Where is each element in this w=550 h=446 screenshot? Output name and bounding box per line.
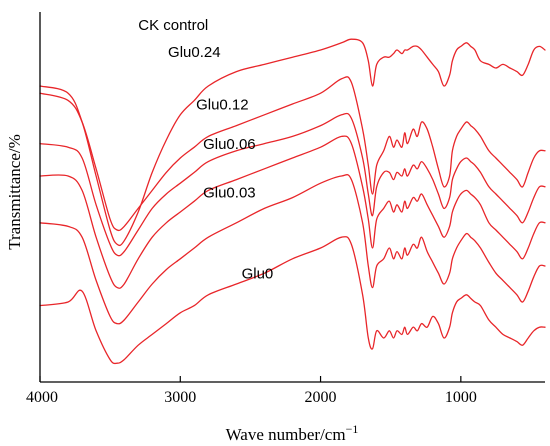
- series-line-glu0-03: [39, 174, 546, 325]
- series-label: Glu0: [242, 266, 274, 283]
- series-line-glu0-12: [39, 112, 546, 257]
- y-axis-title: Transmittance/%: [5, 134, 24, 250]
- series-labels: CK control Glu0.24 Glu0.12 Glu0.06 Glu0.03 Gl…: [138, 17, 273, 282]
- series-line-glu0-24: [39, 76, 546, 232]
- x-tick-label: 1000: [445, 389, 477, 406]
- plot-area: [39, 38, 546, 365]
- series-label: Glu0.12: [196, 96, 249, 113]
- x-tick-label: 2000: [305, 389, 337, 406]
- series-label: CK control: [138, 17, 208, 34]
- series-line-glu0-06: [39, 135, 546, 289]
- x-tick-label: 4000: [26, 389, 58, 406]
- x-axis-title-superscript: −1: [346, 422, 359, 436]
- series-line-glu0: [39, 236, 546, 365]
- x-axis-title: Wave number/cm−1: [226, 422, 359, 444]
- series-label: Glu0.03: [203, 185, 256, 202]
- series-label: Glu0.06: [203, 136, 256, 153]
- series-label: Glu0.24: [168, 44, 221, 61]
- x-ticks: 4000 3000 2000 1000: [26, 376, 477, 406]
- series-line-ck-control: [39, 38, 546, 247]
- x-tick-label: 3000: [164, 389, 196, 406]
